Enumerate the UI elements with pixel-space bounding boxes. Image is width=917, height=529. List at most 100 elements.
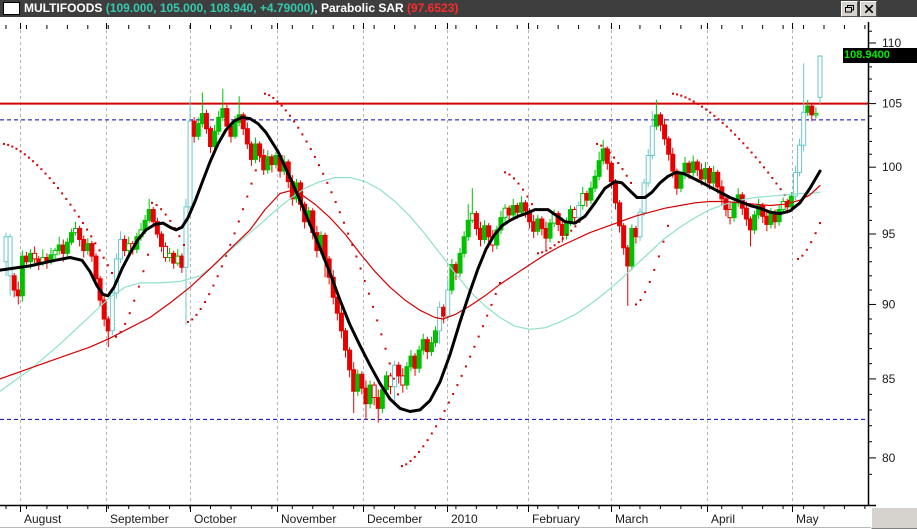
sar-dot bbox=[338, 211, 341, 214]
candle bbox=[813, 113, 819, 116]
sar-dot bbox=[430, 432, 433, 435]
candle bbox=[625, 247, 631, 267]
x-axis-label: February bbox=[532, 512, 580, 526]
candle bbox=[420, 339, 426, 351]
sar-dot bbox=[729, 129, 732, 132]
sar-dot bbox=[447, 401, 450, 404]
x-axis-label: October bbox=[194, 512, 237, 526]
candle bbox=[89, 243, 95, 257]
candle bbox=[559, 223, 565, 236]
candle bbox=[150, 209, 156, 223]
candle bbox=[261, 155, 267, 171]
sar-dot bbox=[464, 365, 467, 368]
candle bbox=[23, 255, 29, 263]
candle bbox=[473, 213, 479, 230]
sar-dot bbox=[242, 208, 245, 211]
candle bbox=[175, 255, 181, 264]
candle bbox=[351, 369, 357, 392]
window-titlebar[interactable]: MULTIFOODS (109.000, 105.000, 108.940, +… bbox=[0, 0, 917, 17]
sar-dot bbox=[477, 335, 480, 338]
candle bbox=[469, 213, 475, 221]
sar-dot bbox=[7, 143, 10, 146]
candle bbox=[604, 148, 610, 164]
candle bbox=[3, 236, 9, 263]
candle bbox=[253, 143, 259, 160]
sar-dot bbox=[574, 225, 577, 228]
sar-dot bbox=[725, 125, 728, 128]
candle bbox=[60, 244, 66, 254]
sar-dot bbox=[667, 224, 669, 227]
candle bbox=[273, 155, 279, 166]
candle bbox=[486, 225, 492, 238]
sar-dot bbox=[151, 201, 153, 204]
sar-dot bbox=[250, 182, 253, 185]
candle bbox=[514, 205, 520, 213]
sar-dot bbox=[750, 151, 753, 154]
sar-dot bbox=[775, 182, 778, 185]
candle bbox=[412, 355, 418, 369]
sar-dot bbox=[11, 145, 14, 148]
y-axis-label: 105 bbox=[882, 97, 902, 111]
candle bbox=[433, 330, 439, 344]
sar-dot bbox=[326, 181, 329, 184]
restore-button[interactable] bbox=[841, 1, 858, 17]
close-button[interactable] bbox=[860, 1, 877, 17]
sar-dot bbox=[557, 241, 560, 244]
candle bbox=[563, 221, 569, 236]
candle bbox=[797, 144, 803, 173]
sar-dot bbox=[27, 156, 30, 159]
sar-dot bbox=[355, 255, 358, 258]
candle bbox=[343, 330, 349, 351]
sar-dot bbox=[280, 104, 283, 107]
candle bbox=[15, 289, 21, 297]
sar-dot bbox=[754, 156, 757, 159]
sar-dot bbox=[531, 203, 533, 206]
sar-dot bbox=[212, 284, 215, 287]
sar-dot bbox=[124, 322, 127, 325]
sar-dot bbox=[220, 265, 223, 268]
scrollbar-grip[interactable] bbox=[871, 507, 917, 529]
sar-dot bbox=[688, 98, 691, 101]
sar-dot bbox=[541, 251, 544, 254]
sar-dot bbox=[469, 355, 472, 358]
sar-dot bbox=[246, 195, 249, 198]
sar-dot bbox=[69, 203, 72, 206]
top-ruler bbox=[5, 23, 866, 29]
candle bbox=[482, 225, 488, 241]
candle bbox=[73, 228, 79, 234]
sar-dot bbox=[142, 270, 145, 273]
sar-dot bbox=[40, 168, 43, 171]
candle bbox=[244, 128, 250, 145]
candle bbox=[801, 111, 807, 146]
candle bbox=[212, 130, 218, 147]
candle bbox=[85, 243, 91, 252]
candle bbox=[428, 342, 434, 353]
sar-dot bbox=[3, 142, 5, 145]
sar-dot bbox=[384, 347, 387, 350]
sar-dot bbox=[767, 171, 770, 174]
sar-dot bbox=[422, 445, 425, 448]
sar-dot bbox=[522, 188, 524, 191]
candle bbox=[396, 364, 402, 377]
candle bbox=[179, 255, 185, 268]
sar-dot bbox=[648, 280, 651, 283]
candle bbox=[101, 299, 107, 320]
candle bbox=[653, 114, 659, 127]
sar-dot bbox=[676, 93, 679, 96]
candle bbox=[506, 207, 512, 216]
month-gridlines bbox=[20, 24, 793, 505]
candle bbox=[375, 396, 381, 409]
sar-dot bbox=[52, 182, 55, 185]
sar-dot bbox=[787, 199, 790, 202]
sar-dot bbox=[746, 146, 749, 149]
candle bbox=[539, 218, 545, 230]
candle bbox=[32, 252, 38, 260]
candle bbox=[56, 244, 62, 252]
candle bbox=[764, 215, 770, 225]
candle bbox=[126, 243, 132, 252]
candle bbox=[629, 228, 635, 267]
sar-dot bbox=[160, 208, 163, 211]
last-price-badge: 108.9400 bbox=[843, 48, 917, 63]
candle bbox=[105, 318, 111, 332]
